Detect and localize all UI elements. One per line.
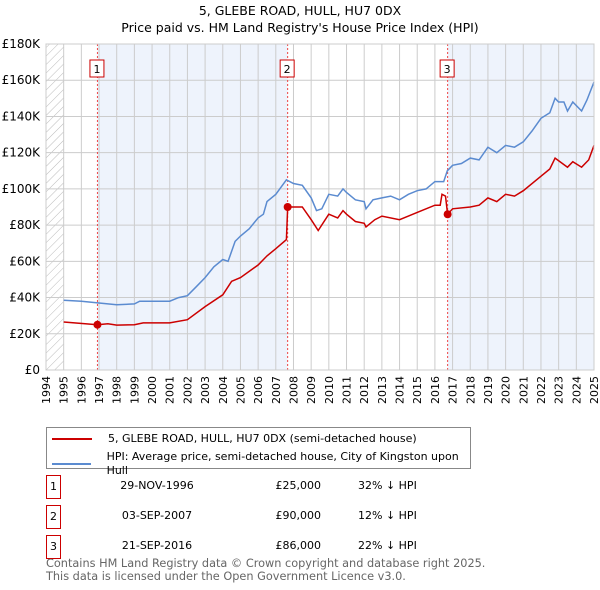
transaction-hpi: 12% ↓ HPI <box>358 509 417 522</box>
transaction-date: 29-NOV-1996 <box>120 479 194 492</box>
y-tick-label: £140K <box>2 109 42 123</box>
x-tick-label: 2014 <box>394 376 407 404</box>
x-tick-label: 2022 <box>535 376 548 404</box>
x-tick-label: 2000 <box>146 376 159 404</box>
x-tick-label: 2001 <box>164 376 177 404</box>
plot-border <box>45 43 595 371</box>
sale-label-box <box>279 59 295 78</box>
x-tick-label: 2018 <box>464 376 477 404</box>
marker-badge: 3 <box>46 535 61 559</box>
marker-badge: 2 <box>46 505 61 529</box>
x-tick-label: 2015 <box>411 376 424 404</box>
sale-point <box>283 203 292 211</box>
x-tick-label: 2017 <box>447 376 460 404</box>
transaction-hpi: 22% ↓ HPI <box>358 539 417 552</box>
footer-line-1: Contains HM Land Registry data © Crown c… <box>46 557 486 570</box>
x-tick-label: 1997 <box>93 376 106 404</box>
sale-label: 1 <box>93 63 100 76</box>
title: 5, GLEBE ROAD, HULL, HU7 0DX <box>198 3 402 18</box>
attribution: Contains HM Land Registry data © Crown c… <box>46 557 485 583</box>
marker-badge: 1 <box>46 475 61 499</box>
transaction-price: £86,000 <box>275 539 322 552</box>
y-tick-label: £40K <box>9 291 41 305</box>
x-tick-label: 1999 <box>128 376 141 404</box>
x-tick-label: 2025 <box>588 376 600 404</box>
transaction-date: 21-SEP-2016 <box>121 539 193 552</box>
x-tick-label: 2013 <box>376 376 389 404</box>
sale-point <box>93 320 102 329</box>
transaction-price: £90,000 <box>275 509 322 522</box>
x-tick-label: 2011 <box>341 376 354 404</box>
y-tick-label: £20K <box>9 327 41 341</box>
x-tick-label: 2012 <box>358 376 371 404</box>
y-tick-label: £60K <box>9 254 41 268</box>
y-tick-label: £80K <box>9 218 41 232</box>
sale-label-box <box>439 59 455 78</box>
property-price-line <box>63 145 595 326</box>
y-tick-label: £0 <box>25 363 40 377</box>
x-tick-label: 1996 <box>75 376 88 404</box>
x-tick-label: 2002 <box>181 376 194 404</box>
chart-title: 5, GLEBE ROAD, HULL, HU7 0DX Price paid … <box>0 2 600 36</box>
legend-swatch <box>52 438 92 440</box>
x-tick-label: 2021 <box>517 376 530 404</box>
x-tick-label: 2004 <box>217 376 230 404</box>
footer-line-2: This data is licensed under the Open Gov… <box>46 570 406 583</box>
transaction-row: 1 29-NOV-1996 £25,000 32% ↓ HPI <box>46 475 546 499</box>
x-tick-label: 2008 <box>287 376 300 404</box>
sale-label-box <box>89 59 105 78</box>
legend-item-property: 5, GLEBE ROAD, HULL, HU7 0DX (semi-detac… <box>52 432 417 446</box>
transaction-row: 3 21-SEP-2016 £86,000 22% ↓ HPI <box>46 535 546 559</box>
transaction-date: 03-SEP-2007 <box>121 509 193 522</box>
x-tick-label: 2010 <box>323 376 336 404</box>
sale-label: 2 <box>284 63 291 76</box>
x-tick-label: 1998 <box>111 376 124 404</box>
legend: 5, GLEBE ROAD, HULL, HU7 0DX (semi-detac… <box>46 427 471 477</box>
y-tick-label: £120K <box>2 146 42 160</box>
hpi-line <box>63 81 595 306</box>
y-tick-label: £180K <box>2 37 42 51</box>
plot-area: 1994 1995 1996 1997 1998 1999 2000 2001 2002 2003… <box>2 37 600 404</box>
x-tick-label: 2023 <box>553 376 566 404</box>
x-tick-label: 2003 <box>199 376 212 404</box>
x-tick-label: 2024 <box>570 376 583 404</box>
transaction-row: 2 03-SEP-2007 £90,000 12% ↓ HPI <box>46 505 546 529</box>
legend-item-hpi: HPI: Average price, semi-detached house,… <box>52 450 470 478</box>
x-tick-label: 2006 <box>252 376 265 404</box>
y-tick-label: £160K <box>2 73 42 87</box>
x-tick-label: 2005 <box>234 376 247 404</box>
legend-label: 5, GLEBE ROAD, HULL, HU7 0DX (semi-detac… <box>108 432 417 445</box>
transaction-price: £25,000 <box>275 479 322 492</box>
y-tick-label: £100K <box>2 182 42 196</box>
sale-label: 3 <box>444 63 451 76</box>
legend-swatch <box>52 463 91 465</box>
legend-label: HPI: Average price, semi-detached house,… <box>106 450 459 477</box>
sale-point <box>443 210 452 219</box>
shaded-period <box>97 44 288 370</box>
subtitle: Price paid vs. HM Land Registry's House … <box>121 20 479 35</box>
x-tick-label: 2019 <box>482 376 495 404</box>
x-tick-label: 1995 <box>58 376 71 404</box>
x-tick-label: 2016 <box>429 376 442 404</box>
x-tick-label: 2007 <box>270 376 283 404</box>
x-tick-label: 2020 <box>500 376 513 404</box>
x-tick-label: 1994 <box>40 376 53 404</box>
transaction-hpi: 32% ↓ HPI <box>358 479 417 492</box>
x-tick-label: 2009 <box>305 376 318 404</box>
pre-data-hatch <box>46 44 64 370</box>
